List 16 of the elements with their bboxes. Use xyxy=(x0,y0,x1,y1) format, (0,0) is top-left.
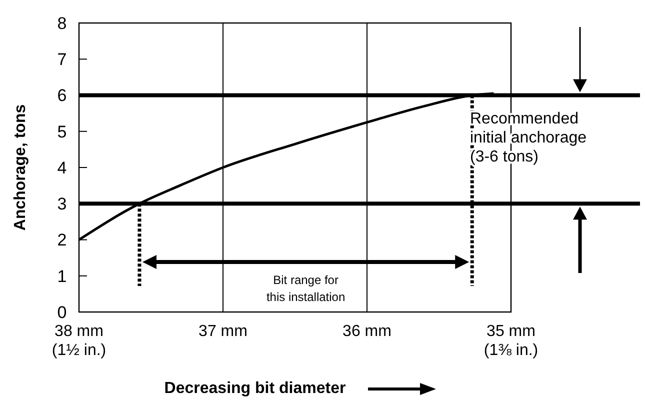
y-tick-label: 5 xyxy=(57,122,67,142)
y-tick-label: 6 xyxy=(57,86,67,106)
y-tick-label: 4 xyxy=(57,158,67,178)
annotation: Bit range for this installation xyxy=(266,273,346,304)
x-tick-label: 35 mm (1⅜ in.) xyxy=(484,323,538,359)
y-tick-label: 1 xyxy=(57,266,67,286)
y-tick-label: 2 xyxy=(57,230,67,250)
y-tick-label: 3 xyxy=(57,194,67,214)
x-axis-title: Decreasing bit diameter xyxy=(164,380,346,397)
x-tick-label: 36 mm xyxy=(342,323,392,340)
y-tick-label: 8 xyxy=(57,14,67,33)
y-tick-label: 7 xyxy=(57,50,67,70)
x-tick-label: 37 mm xyxy=(198,323,248,340)
y-tick-label: 0 xyxy=(57,302,67,322)
y-axis-title: Anchorage, tons xyxy=(12,104,29,231)
x-tick-label: 38 mm (1½ in.) xyxy=(52,323,106,359)
